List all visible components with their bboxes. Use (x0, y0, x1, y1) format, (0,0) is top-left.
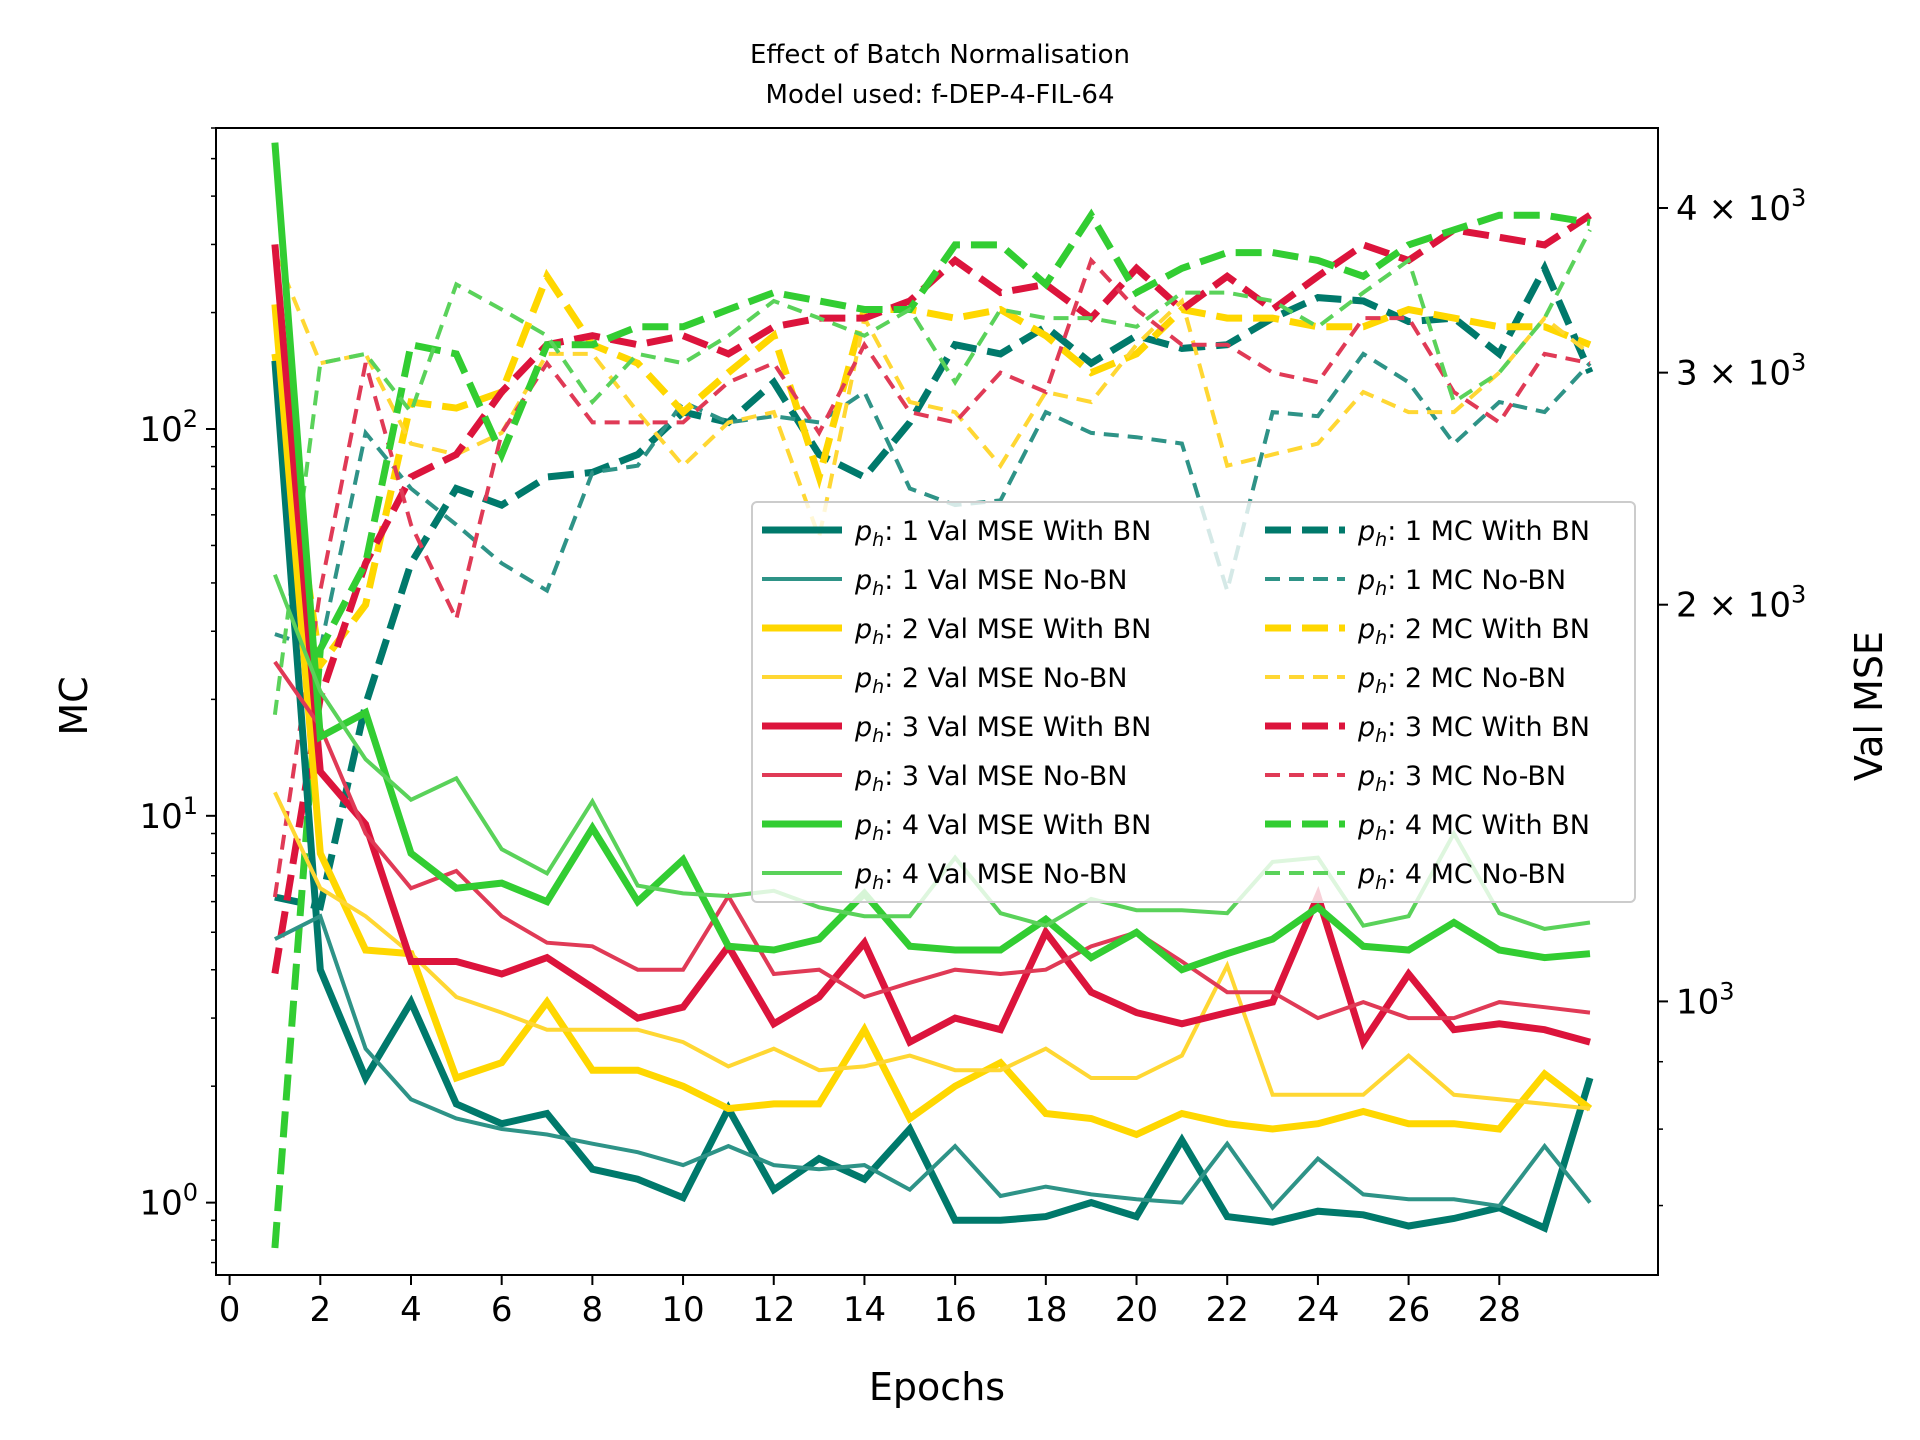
legend-label: ph: 3 MC With BN (1357, 712, 1590, 747)
right-tick-label: 3 × 103 (1676, 349, 1806, 394)
legend-label: ph: 1 Val MSE With BN (854, 516, 1151, 551)
x-axis-title: Epochs (869, 1365, 1005, 1409)
legend-label: ph: 2 Val MSE No-BN (854, 663, 1127, 698)
x-tick-label: 0 (219, 1290, 241, 1330)
x-tick-label: 2 (309, 1290, 331, 1330)
x-tick-label: 6 (491, 1290, 513, 1330)
right-y-axis: 103 2 × 103 3 × 103 4 × 103 (1658, 184, 1806, 1207)
legend-label: ph: 2 Val MSE With BN (854, 614, 1151, 649)
series-line (273, 660, 1591, 1021)
series-line (273, 913, 1592, 1211)
x-tick-label: 4 (400, 1290, 422, 1330)
x-tick-label: 18 (1024, 1290, 1067, 1330)
legend-label: ph: 3 MC No-BN (1357, 761, 1566, 796)
left-y-axis-title: MC (52, 676, 96, 735)
x-tick-label: 20 (1115, 1290, 1158, 1330)
x-axis: 0 2 4 6 8 10 12 14 16 18 20 22 24 26 28 (219, 1275, 1521, 1330)
series-line (272, 228, 1592, 716)
legend-label: ph: 4 Val MSE No-BN (854, 859, 1127, 894)
series-line (271, 208, 1591, 1249)
series-line (274, 260, 1594, 911)
x-tick-label: 8 (582, 1290, 604, 1330)
x-tick-label: 22 (1206, 1290, 1249, 1330)
left-y-axis: 100 101 102 (139, 127, 216, 1264)
x-tick-label: 14 (843, 1290, 886, 1330)
x-tick-label: 26 (1387, 1290, 1430, 1330)
left-tick-label: 100 (139, 1179, 198, 1224)
legend-label: ph: 1 MC No-BN (1357, 565, 1566, 600)
right-tick-label: 4 × 103 (1676, 184, 1806, 229)
x-tick-label: 28 (1478, 1290, 1521, 1330)
series-line (274, 351, 1592, 652)
series-line (273, 791, 1591, 1111)
legend-label: ph: 4 MC No-BN (1357, 859, 1566, 894)
legend-label: ph: 3 Val MSE With BN (854, 712, 1151, 747)
x-tick-label: 10 (661, 1290, 704, 1330)
legend-label: ph: 1 Val MSE No-BN (854, 565, 1127, 600)
legend-label: ph: 1 MC With BN (1357, 516, 1590, 551)
legend-label: ph: 3 Val MSE No-BN (854, 761, 1127, 796)
series-line (271, 360, 1594, 1233)
legend: ph: 1 Val MSE With BN ph: 1 Val MSE No-BN… (751, 501, 1636, 903)
legend-label: ph: 2 MC No-BN (1357, 663, 1566, 698)
left-tick-label: 102 (139, 405, 198, 450)
right-tick-label: 2 × 103 (1676, 581, 1806, 626)
legend-label: ph: 4 Val MSE With BN (854, 810, 1151, 845)
left-tick-label: 101 (139, 792, 198, 837)
series-line (271, 244, 1591, 1051)
legend-box (751, 501, 1636, 903)
series-line (273, 251, 1592, 545)
series-line (271, 304, 1593, 1139)
chart-title: Effect of Batch Normalisation (750, 40, 1130, 70)
series-line (272, 256, 1591, 898)
legend-label: ph: 2 MC With BN (1357, 614, 1590, 649)
x-tick-label: 24 (1296, 1290, 1339, 1330)
series-line (271, 142, 1591, 974)
legend-label: ph: 4 MC With BN (1357, 810, 1590, 845)
plot-frame (215, 127, 1659, 1276)
series-line (271, 268, 1592, 674)
x-tick-label: 12 (752, 1290, 795, 1330)
x-tick-label: 16 (934, 1290, 977, 1330)
series-layer (271, 142, 1594, 1249)
right-tick-label: 103 (1676, 977, 1735, 1022)
right-y-axis-title: Val MSE (1847, 631, 1891, 781)
chart-subtitle: Model used: f-DEP-4-FIL-64 (766, 80, 1115, 110)
